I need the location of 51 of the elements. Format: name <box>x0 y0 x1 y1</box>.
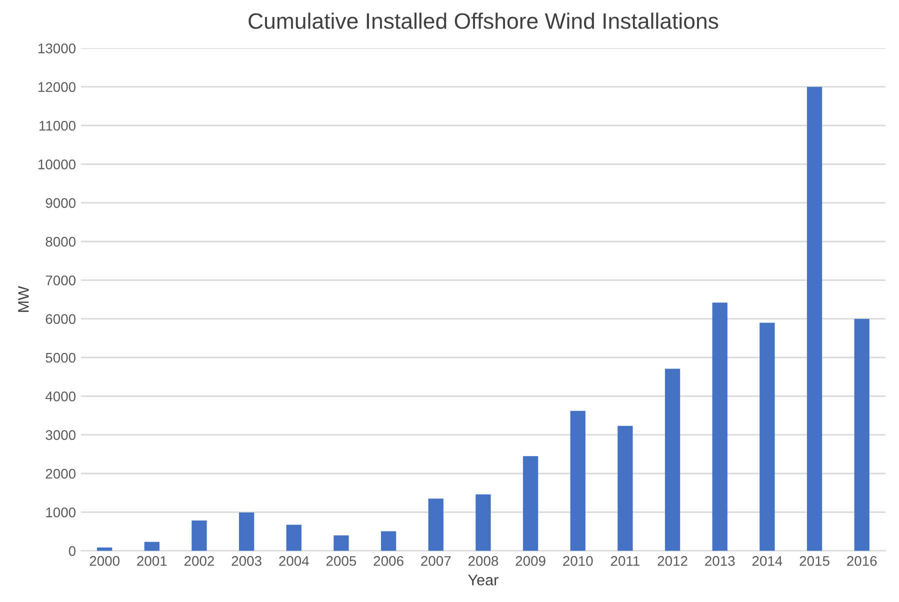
bar <box>428 498 444 551</box>
y-tick-label: 2000 <box>46 468 76 479</box>
bar <box>618 426 633 551</box>
x-tick-label: 2011 <box>610 556 640 566</box>
x-tick-label: 2001 <box>137 556 167 566</box>
x-tick-label: 2009 <box>516 556 546 566</box>
bar <box>380 531 396 551</box>
y-tick-label: 8000 <box>46 236 76 247</box>
y-tick-label: 12000 <box>38 82 76 92</box>
bar <box>522 456 538 551</box>
x-tick-label: 2000 <box>90 556 120 566</box>
bar <box>476 494 491 551</box>
bar <box>144 542 160 551</box>
y-tick-label: 4000 <box>45 391 76 402</box>
chart-title: Cumulative Installed Offshore Wind Installations <box>248 12 718 29</box>
bar <box>712 302 728 551</box>
x-axis-title: Year <box>468 574 498 586</box>
y-tick-label: 5000 <box>46 352 76 363</box>
y-tick-label: 9000 <box>46 198 76 208</box>
bar <box>286 524 302 551</box>
x-tick-label: 2005 <box>326 556 356 566</box>
x-tick-label: 2007 <box>421 556 451 566</box>
y-axis-title: MW <box>18 286 29 312</box>
y-tick-label: 3000 <box>46 430 76 440</box>
bar <box>238 512 254 551</box>
x-tick-label: 2006 <box>374 556 404 566</box>
y-tick-label: 7000 <box>46 275 76 286</box>
bar <box>192 520 207 551</box>
x-tick-label: 2012 <box>658 556 688 566</box>
y-tick-label: 10000 <box>38 159 76 170</box>
x-tick-label: 2014 <box>752 556 782 566</box>
bar <box>854 318 870 551</box>
bar <box>97 548 112 551</box>
x-tick-label: 2013 <box>705 556 735 566</box>
x-tick-label: 2004 <box>279 556 309 566</box>
bar <box>570 410 586 551</box>
x-tick-label: 2016 <box>847 556 877 566</box>
y-tick-label: 13000 <box>38 43 76 54</box>
bar <box>664 368 680 551</box>
x-tick-label: 2003 <box>232 556 262 566</box>
y-tick-label: 11000 <box>40 120 76 131</box>
x-tick-label: 2002 <box>184 556 214 566</box>
x-tick-label: 2008 <box>468 556 498 566</box>
x-tick-label: 2010 <box>563 556 593 566</box>
y-tick-label: 6000 <box>46 314 76 324</box>
x-tick-label: 2015 <box>800 556 830 566</box>
y-tick-label: 0 <box>68 546 76 556</box>
y-tick-label: 1000 <box>46 507 76 518</box>
bar <box>806 86 822 551</box>
bar <box>760 322 775 551</box>
bar <box>334 535 349 551</box>
